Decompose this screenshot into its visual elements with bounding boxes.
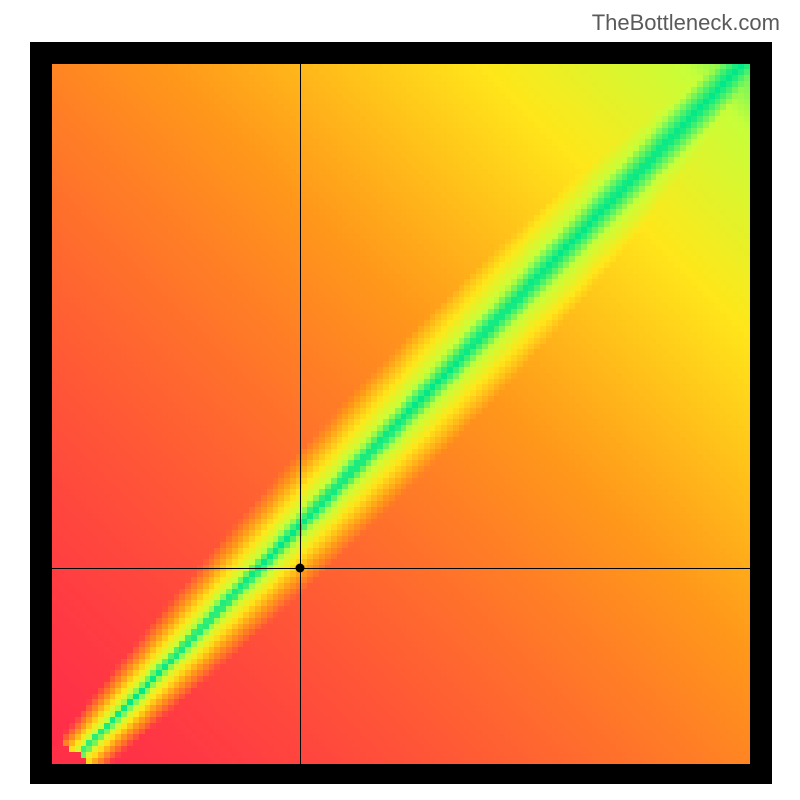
heatmap-canvas (52, 64, 750, 764)
chart-container: TheBottleneck.com (0, 0, 800, 800)
chart-plot-area (52, 64, 750, 764)
chart-frame (30, 42, 772, 784)
marker-dot (295, 564, 304, 573)
watermark-text: TheBottleneck.com (592, 10, 780, 36)
crosshair-vertical (300, 64, 301, 764)
crosshair-horizontal (52, 568, 750, 569)
